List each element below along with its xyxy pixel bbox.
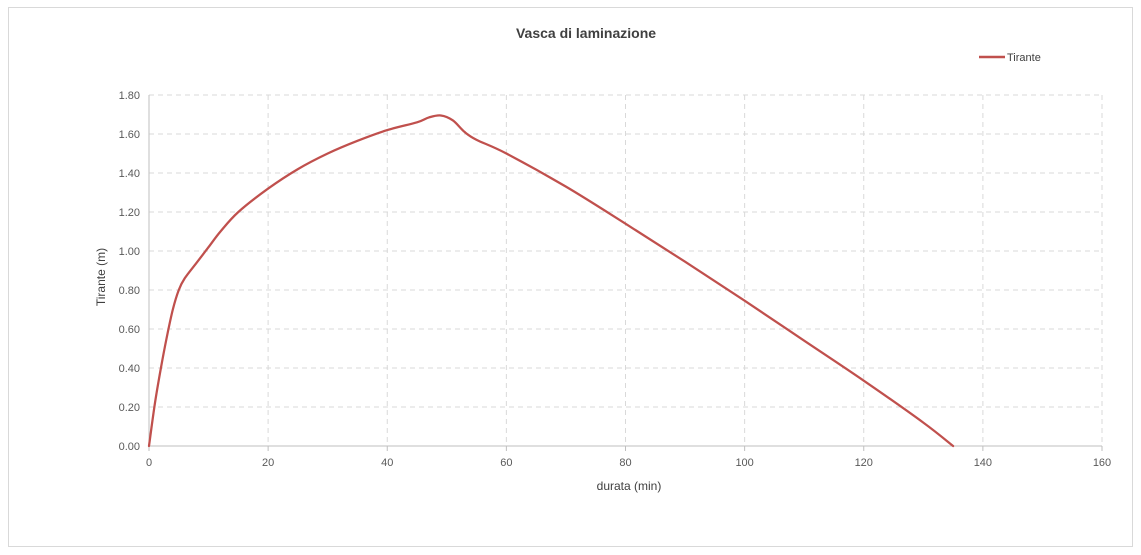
y-axis-title: Tirante (m) — [94, 248, 108, 306]
x-tick-label: 120 — [855, 457, 873, 469]
y-tick-label: 1.20 — [119, 207, 140, 219]
legend-label-tirante: Tirante — [1007, 52, 1041, 64]
x-tick-label: 40 — [381, 457, 393, 469]
tick-labels: 0.00 0.20 0.40 0.60 0.80 1.00 1.20 1.40 1.60 1.80… — [119, 90, 1112, 469]
line-chart: Vasca di laminazione 0.00 0.20 0.40 0.60 0.8… — [94, 25, 1112, 493]
y-tick-label: 0.40 — [119, 363, 140, 375]
chart-title: Vasca di laminazione — [516, 25, 656, 41]
axes — [148, 95, 1103, 451]
y-tick-label: 0.20 — [119, 402, 140, 414]
y-tick-label: 0.80 — [119, 285, 140, 297]
legend: Tirante — [979, 52, 1041, 64]
y-tick-label: 1.60 — [119, 129, 140, 141]
series-group — [147, 114, 955, 448]
x-tick-label: 100 — [735, 457, 753, 469]
y-tick-label: 0.00 — [119, 441, 140, 453]
x-tick-label: 60 — [500, 457, 512, 469]
x-tick-label: 160 — [1093, 457, 1111, 469]
y-tick-label: 1.80 — [119, 90, 140, 102]
x-tick-label: 20 — [262, 457, 274, 469]
chart-area: Vasca di laminazione 0.00 0.20 0.40 0.60 0.8… — [8, 7, 1133, 547]
x-tick-label: 140 — [974, 457, 992, 469]
y-tick-label: 1.40 — [119, 168, 140, 180]
x-tick-label: 80 — [619, 457, 631, 469]
y-tick-label: 1.00 — [119, 246, 140, 258]
y-tick-label: 0.60 — [119, 324, 140, 336]
x-tick-label: 0 — [146, 457, 152, 469]
gridlines — [149, 94, 1103, 446]
x-axis-title: durata (min) — [597, 479, 662, 493]
series-line-tirante — [147, 114, 955, 448]
